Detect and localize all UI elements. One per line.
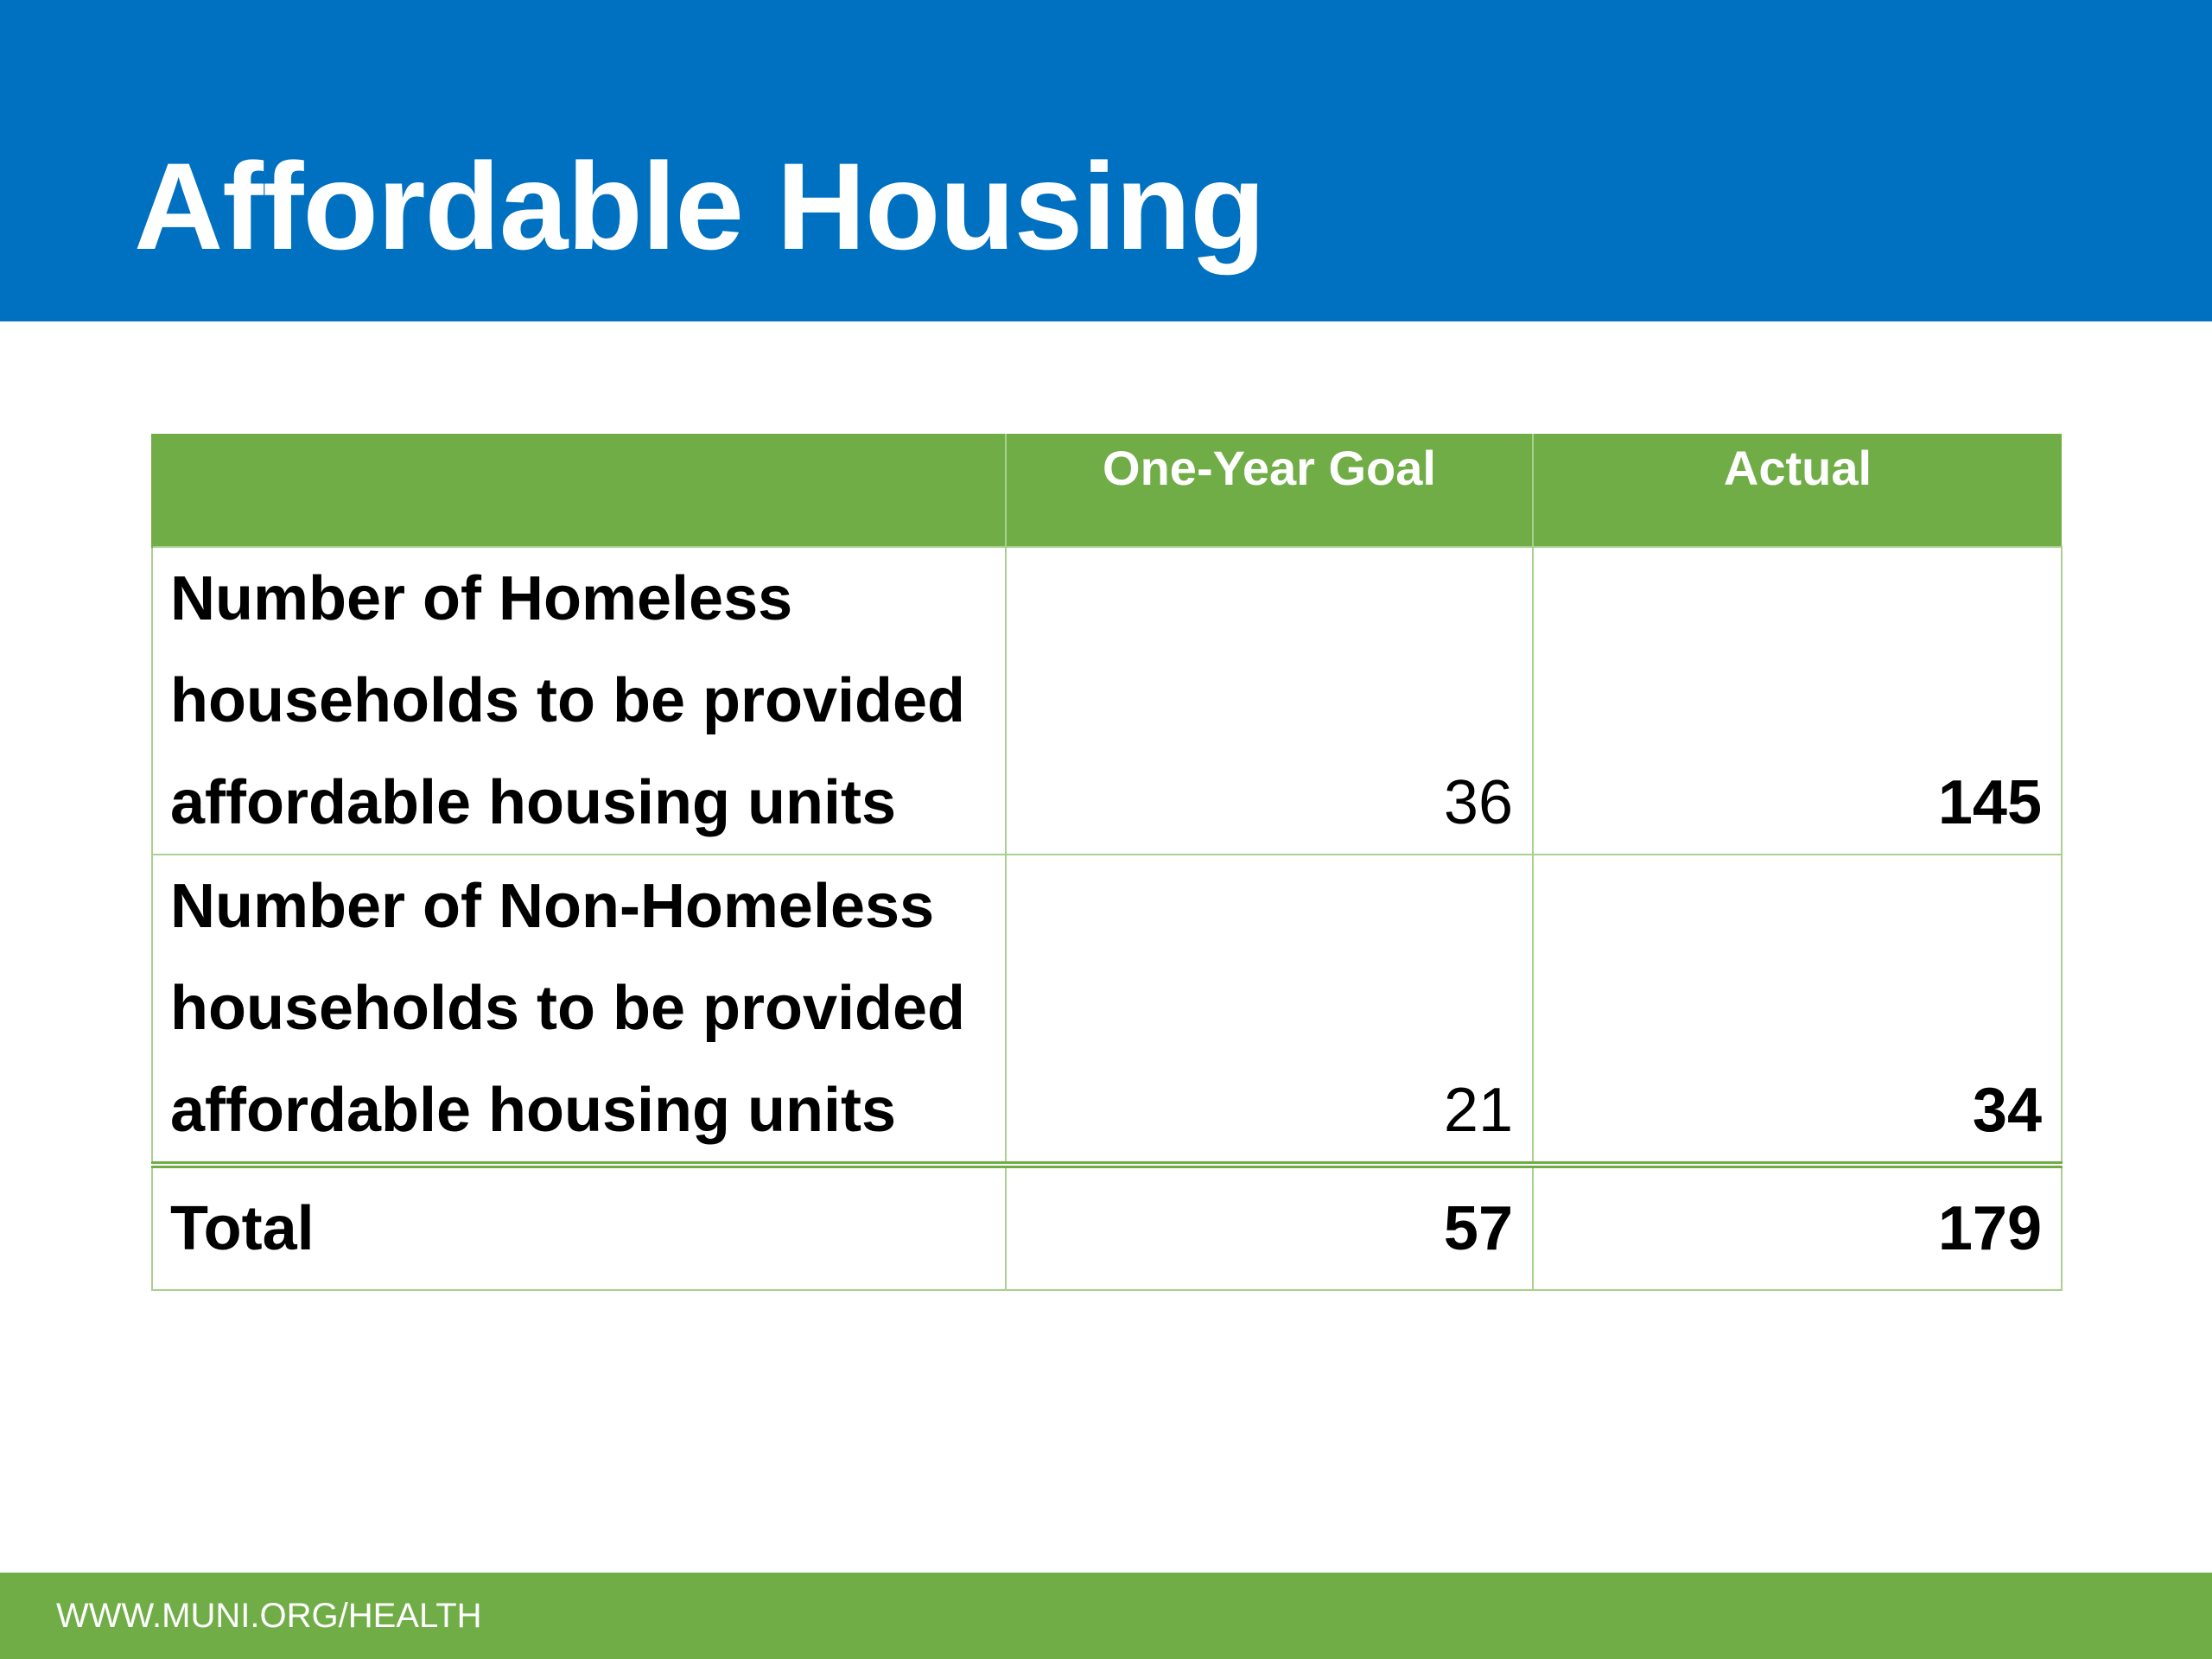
actual-value: 145: [1532, 546, 2063, 855]
table-row: Number of Non-Homeless households to be …: [151, 854, 2063, 1166]
footer-banner: WWW.MUNI.ORG/HEALTH: [0, 1573, 2212, 1659]
table-row: Number of Homeless households to be prov…: [151, 546, 2063, 855]
row-label: Number of Homeless households to be prov…: [151, 546, 1007, 855]
total-actual-value: 179: [1532, 1161, 2063, 1291]
table-header-row: One-Year Goal Actual: [151, 434, 2062, 547]
goal-value: 21: [1005, 854, 1534, 1166]
title-banner: Affordable Housing: [0, 0, 2212, 321]
housing-table: One-Year Goal Actual Number of Homeless …: [151, 434, 2063, 1291]
goal-value: 36: [1005, 546, 1534, 855]
header-cell-label: [151, 434, 1006, 547]
actual-value: 34: [1532, 854, 2063, 1166]
total-label: Total: [151, 1161, 1007, 1291]
header-cell-actual: Actual: [1532, 434, 2062, 547]
total-goal-value: 57: [1005, 1161, 1534, 1291]
slide-title: Affordable Housing: [134, 138, 1266, 276]
footer-url: WWW.MUNI.ORG/HEALTH: [56, 1597, 482, 1635]
header-cell-goal: One-Year Goal: [1005, 434, 1533, 547]
row-label: Number of Non-Homeless households to be …: [151, 854, 1007, 1166]
total-row: Total 57 179: [151, 1161, 2063, 1291]
